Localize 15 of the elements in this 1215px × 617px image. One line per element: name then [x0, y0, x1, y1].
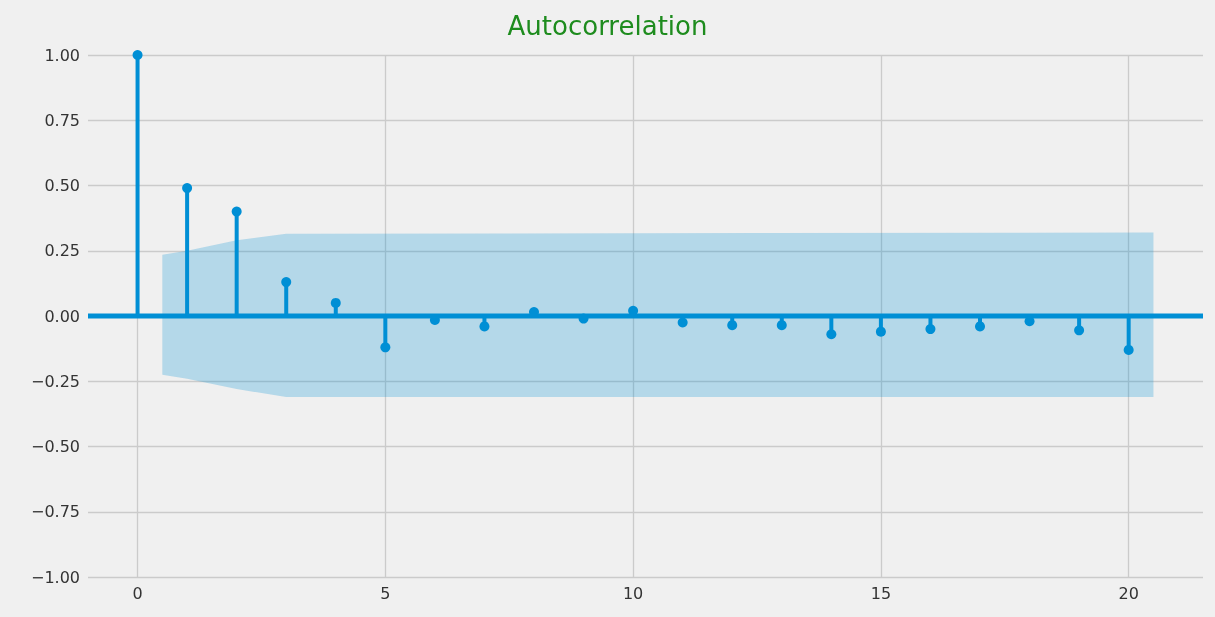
- y-tick-label: 0.00: [44, 306, 80, 326]
- y-tick-label: −1.00: [30, 567, 80, 587]
- y-tick-label: 1.00: [44, 45, 80, 65]
- chart-title: Autocorrelation: [507, 11, 708, 41]
- x-tick-label: 15: [870, 583, 892, 603]
- x-tick-label: 5: [380, 583, 391, 603]
- y-tick-label: 0.50: [44, 176, 80, 195]
- y-tick-label: −0.25: [30, 371, 80, 391]
- y-tick-label: 0.25: [44, 241, 80, 261]
- y-tick-label: −0.75: [30, 502, 80, 522]
- x-tick-label: 20: [1118, 583, 1139, 603]
- y-tick-label: −0.50: [30, 437, 80, 456]
- y-tick-label: 0.75: [44, 110, 80, 130]
- x-tick-label: 0: [132, 583, 143, 603]
- x-tick-label: 10: [622, 583, 644, 603]
